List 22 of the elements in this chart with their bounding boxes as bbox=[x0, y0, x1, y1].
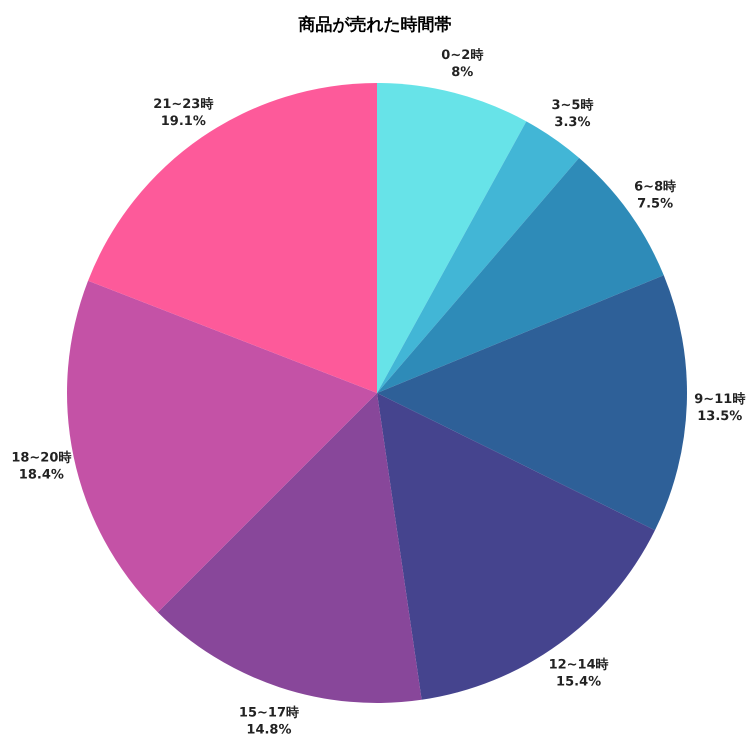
slice-label: 9~11時 bbox=[694, 392, 746, 407]
pie-slice bbox=[88, 83, 377, 393]
data-label: 13.5% bbox=[697, 408, 742, 424]
pie-slice bbox=[377, 393, 655, 700]
pie-slice bbox=[377, 83, 526, 393]
slice-label: 6~8時 bbox=[634, 179, 676, 194]
pie-slice bbox=[158, 393, 422, 703]
chart-title: 商品が売れた時間帯 bbox=[298, 15, 452, 35]
slice-label: 3~5時 bbox=[551, 98, 594, 114]
data-label: 19.1% bbox=[160, 114, 206, 129]
data-label: 8% bbox=[451, 64, 474, 80]
data-label: 7.5% bbox=[637, 196, 674, 212]
pie-slice bbox=[377, 275, 687, 530]
slice-label: 12~14時 bbox=[548, 657, 609, 672]
data-label: 14.8% bbox=[246, 722, 292, 738]
slice-label: 15~17時 bbox=[238, 706, 299, 721]
data-label: 15.4% bbox=[556, 674, 602, 690]
slice-label: 18~20時 bbox=[11, 450, 72, 466]
data-label: 3.3% bbox=[554, 115, 590, 130]
slice-label: 21~23時 bbox=[153, 96, 214, 112]
data-label: 18.4% bbox=[18, 468, 64, 483]
slice-label: 0~2時 bbox=[441, 48, 484, 63]
